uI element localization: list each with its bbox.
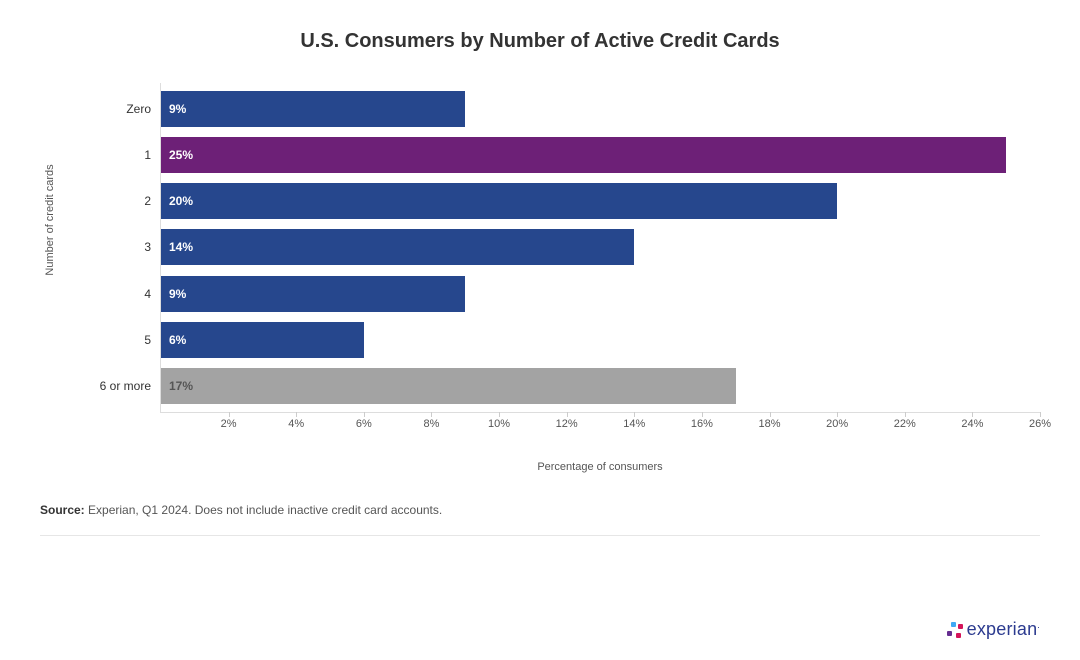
brand-logo: experian. [947, 619, 1040, 640]
bar-category-label: 6 or more [51, 379, 161, 393]
trademark-icon: . [1037, 620, 1040, 630]
bar: 9% [161, 276, 465, 312]
x-tick-label: 14% [623, 418, 645, 430]
chart-title: U.S. Consumers by Number of Active Credi… [40, 30, 1040, 53]
source-text: Experian, Q1 2024. Does not include inac… [85, 503, 443, 517]
x-tick-label: 22% [894, 418, 916, 430]
x-tick-mark [431, 412, 432, 417]
bar-row: Zero9% [161, 91, 1040, 127]
chart-container: U.S. Consumers by Number of Active Credi… [0, 0, 1080, 556]
bar: 6% [161, 322, 364, 358]
bar-row: 6 or more17% [161, 368, 1040, 404]
bar: 25% [161, 137, 1006, 173]
source-prefix: Source: [40, 503, 85, 517]
x-tick-label: 20% [826, 418, 848, 430]
x-tick-label: 8% [424, 418, 440, 430]
bar-category-label: 3 [51, 240, 161, 254]
x-tick-label: 6% [356, 418, 372, 430]
x-tick-mark [770, 412, 771, 417]
bar: 20% [161, 183, 837, 219]
x-tick-label: 10% [488, 418, 510, 430]
x-tick-mark [229, 412, 230, 417]
source-note: Source: Experian, Q1 2024. Does not incl… [40, 503, 1040, 536]
x-tick-mark [499, 412, 500, 417]
bars-group: Zero9% 125% 220% 314% 49% 56% 6 or more17% [161, 91, 1040, 404]
x-tick-label: 4% [288, 418, 304, 430]
y-axis-title: Number of credit cards [44, 164, 56, 275]
chart-area: Number of credit cards Zero9%125%220%314… [40, 83, 1040, 473]
x-tick-mark [1040, 412, 1041, 417]
x-tick-mark [634, 412, 635, 417]
x-tick-label: 24% [961, 418, 983, 430]
x-tick-label: 18% [759, 418, 781, 430]
bar-category-label: 1 [51, 148, 161, 162]
logo-dots-icon [947, 622, 963, 638]
bar-category-label: 4 [51, 287, 161, 301]
x-tick-mark [972, 412, 973, 417]
plot-area: Zero9%125%220%314%49%56%6 or more17% 2%4… [160, 83, 1040, 413]
x-tick-label: 2% [221, 418, 237, 430]
x-tick-label: 12% [556, 418, 578, 430]
bar-category-label: 2 [51, 194, 161, 208]
bar-row: 49% [161, 276, 1040, 312]
x-tick-mark [837, 412, 838, 417]
x-tick-mark [567, 412, 568, 417]
logo-text: experian. [967, 619, 1040, 640]
bar: 17% [161, 368, 736, 404]
bar-category-label: 5 [51, 333, 161, 347]
bar: 14% [161, 229, 634, 265]
bar-category-label: Zero [51, 102, 161, 116]
x-ticks: 2%4%6%8%10%12%14%16%18%20%22%24%26% [161, 412, 1040, 442]
bar-row: 220% [161, 183, 1040, 219]
bar-row: 125% [161, 137, 1040, 173]
bar: 9% [161, 91, 465, 127]
bar-row: 56% [161, 322, 1040, 358]
x-tick-label: 26% [1029, 418, 1051, 430]
x-axis-title: Percentage of consumers [160, 461, 1040, 473]
x-tick-mark [702, 412, 703, 417]
x-tick-mark [296, 412, 297, 417]
x-tick-mark [364, 412, 365, 417]
brand-name: experian [967, 619, 1038, 639]
x-tick-label: 16% [691, 418, 713, 430]
bar-row: 314% [161, 229, 1040, 265]
x-tick-mark [905, 412, 906, 417]
